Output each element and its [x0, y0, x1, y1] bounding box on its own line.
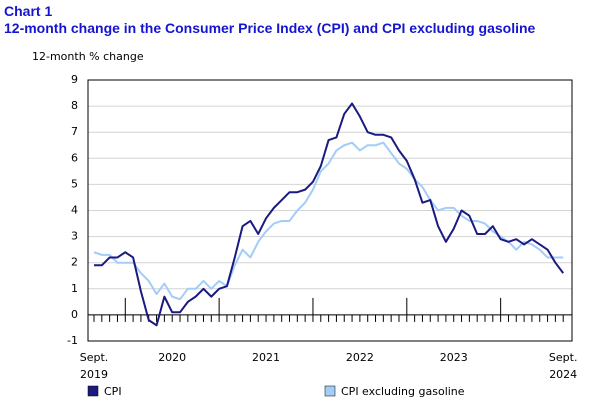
chart-title: Chart 1	[4, 3, 52, 19]
y-tick-label: 2	[71, 256, 78, 269]
y-tick-label: -1	[67, 334, 78, 347]
y-tick-label: 5	[71, 177, 78, 190]
x-tick-label: 2021	[252, 351, 281, 364]
x-tick-label: Sept. 2024	[548, 351, 578, 381]
series-line	[93, 141, 564, 301]
y-axis-label: 12-month % change	[32, 50, 144, 63]
x-tick-label: Sept. 2019	[79, 351, 109, 381]
y-tick-label: 0	[71, 308, 78, 321]
x-tick-label: 2023	[439, 351, 468, 364]
y-tick-label: 7	[71, 125, 78, 138]
plot-border	[87, 79, 573, 342]
y-tick-label: 8	[71, 99, 78, 112]
x-tick-label: 2020	[158, 351, 187, 364]
y-tick-label: 9	[71, 73, 78, 86]
y-tick-label: 6	[71, 151, 78, 164]
x-tick-label: 2022	[345, 351, 374, 364]
legend-swatch	[324, 385, 336, 397]
legend-label: CPI	[104, 385, 122, 398]
y-tick-label: 4	[71, 204, 78, 217]
y-tick-label: 1	[71, 282, 78, 295]
legend-label: CPI excluding gasoline	[341, 385, 465, 398]
chart-subtitle: 12-month change in the Consumer Price In…	[4, 20, 536, 36]
y-tick-label: 3	[71, 230, 78, 243]
legend-swatch	[87, 385, 99, 397]
series-line	[94, 102, 565, 327]
